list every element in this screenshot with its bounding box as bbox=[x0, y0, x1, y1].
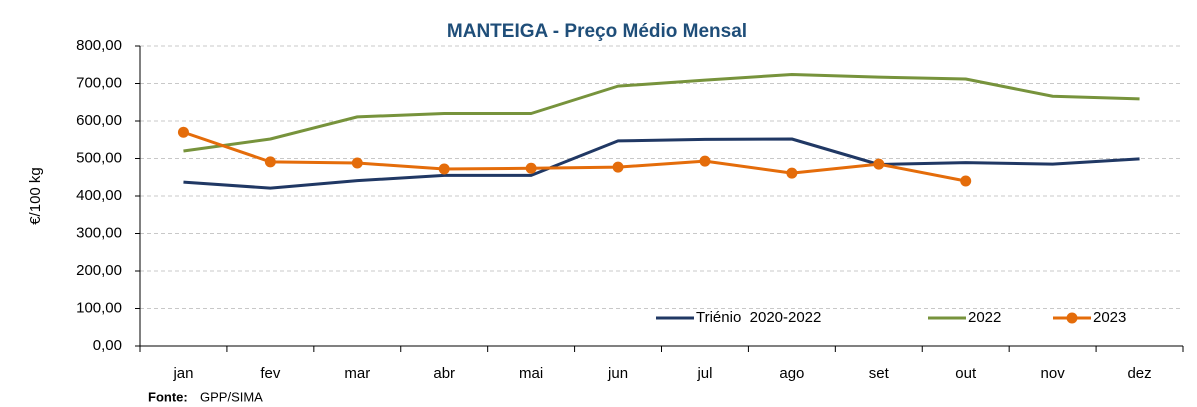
x-tick-label: jan bbox=[172, 365, 193, 382]
legend-label: Triénio 2020-2022 bbox=[696, 309, 821, 326]
y-axis-label: €/100 kg bbox=[27, 167, 44, 225]
series-line bbox=[183, 73, 1140, 153]
source-label: Fonte: bbox=[148, 389, 188, 404]
data-point bbox=[873, 158, 885, 170]
x-tick-label: jun bbox=[607, 365, 628, 382]
legend-label: 2022 bbox=[968, 309, 1001, 326]
series-line bbox=[183, 137, 1140, 190]
x-tick-label: jul bbox=[696, 365, 712, 382]
legend-marker bbox=[1066, 312, 1078, 324]
x-tick-label: dez bbox=[1127, 365, 1151, 382]
x-tick-label: nov bbox=[1041, 365, 1066, 382]
data-point bbox=[699, 155, 711, 167]
y-tick-label: 600,00 bbox=[76, 112, 122, 129]
series-line bbox=[182, 130, 966, 183]
x-tick-label: fev bbox=[260, 365, 281, 382]
legend-label: 2023 bbox=[1093, 309, 1126, 326]
y-tick-label: 100,00 bbox=[76, 299, 122, 316]
x-tick-label: mai bbox=[519, 365, 543, 382]
y-tick-label: 0,00 bbox=[93, 337, 122, 354]
y-tick-label: 700,00 bbox=[76, 74, 122, 91]
chart-title: MANTEIGA - Preço Médio Mensal bbox=[447, 21, 747, 42]
data-point bbox=[351, 157, 363, 169]
y-tick-label: 800,00 bbox=[76, 37, 122, 54]
x-tick-label: mar bbox=[344, 365, 370, 382]
x-tick-label: abr bbox=[433, 365, 455, 382]
source: GPP/SIMA bbox=[200, 389, 263, 404]
data-point bbox=[960, 175, 972, 187]
x-tick-label: out bbox=[955, 365, 977, 382]
x-tick-label: ago bbox=[779, 365, 804, 382]
data-point bbox=[438, 163, 450, 175]
y-tick-label: 500,00 bbox=[76, 149, 122, 166]
data-point bbox=[525, 162, 537, 174]
data-point bbox=[786, 167, 798, 179]
data-point bbox=[177, 126, 189, 138]
y-tick-label: 300,00 bbox=[76, 224, 122, 241]
y-tick-label: 400,00 bbox=[76, 187, 122, 204]
data-point bbox=[612, 161, 624, 173]
x-tick-label: set bbox=[869, 365, 890, 382]
y-tick-label: 200,00 bbox=[76, 262, 122, 279]
data-point bbox=[264, 156, 276, 168]
